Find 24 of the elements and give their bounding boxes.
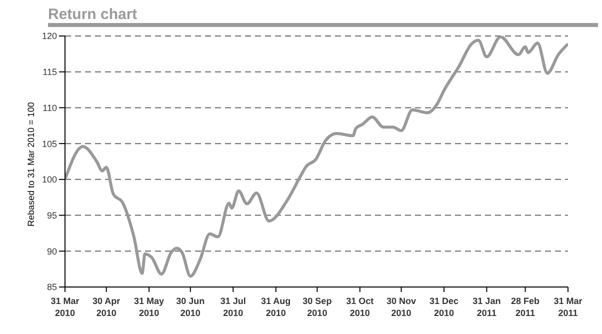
x-tick-label: 31 Jan 2011 <box>472 296 501 318</box>
y-tick-label: 110 <box>42 102 57 113</box>
x-tick-label: 30 Jun 2010 <box>176 296 205 318</box>
x-tick-label: 31 Jul 2010 <box>220 296 246 318</box>
chart-title: Return chart <box>48 6 598 27</box>
x-tick-label: 30 Nov 2010 <box>386 296 416 318</box>
y-tick-label: 115 <box>42 67 57 78</box>
x-tick-label: 30 Sep 2010 <box>302 296 332 318</box>
x-tick-label: 31 Aug 2010 <box>261 296 291 318</box>
line-series <box>65 36 568 278</box>
x-tick-label: 31 Dec 2010 <box>429 296 458 318</box>
y-tick-label: 120 <box>42 31 57 42</box>
y-tick-label: 95 <box>46 210 57 220</box>
y-axis-title: Rebased to 31 Mar 2010 = 100 <box>26 102 36 226</box>
x-tick-label: 28 Feb 2011 <box>511 296 540 318</box>
y-tick-label: 100 <box>42 174 57 185</box>
x-tick-label: 31 May 2010 <box>134 296 164 318</box>
y-tick-label: 85 <box>46 282 57 292</box>
y-tick-label: 105 <box>42 138 57 149</box>
y-tick-label: 90 <box>46 246 57 256</box>
x-tick-label: 31 Mar 2010 <box>50 296 80 318</box>
x-tick-label: 31 Mar 2011 <box>554 296 583 318</box>
x-tick-label: 30 Apr 2010 <box>92 296 121 318</box>
x-tick-label: 31 Oct 2010 <box>346 296 374 318</box>
